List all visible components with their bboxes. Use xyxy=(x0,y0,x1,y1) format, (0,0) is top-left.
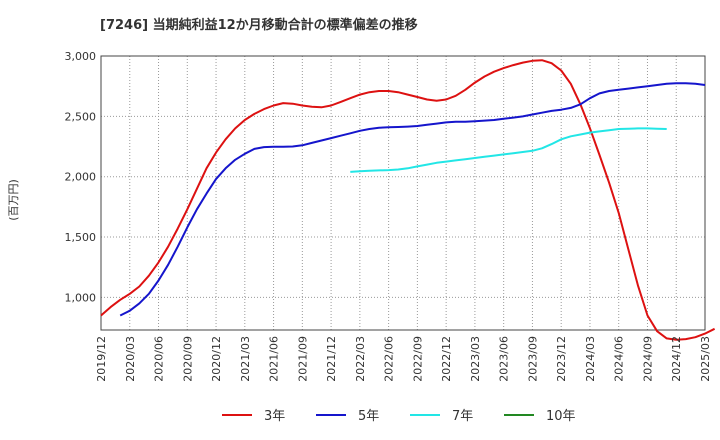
x-tick-label: 2023/09 xyxy=(526,336,539,382)
x-tick-label: 2021/12 xyxy=(325,336,338,382)
series xyxy=(100,59,716,341)
x-tick-label: 2020/12 xyxy=(210,336,223,382)
x-tick-label: 2022/03 xyxy=(354,336,367,382)
x-tick-label: 2019/12 xyxy=(95,336,108,382)
series-line-2 xyxy=(119,82,706,317)
axes xyxy=(100,55,706,331)
x-tick-label: 2023/03 xyxy=(469,336,482,382)
legend-label: 10年 xyxy=(546,409,576,424)
y-tick-label: 3,000 xyxy=(65,50,97,63)
legend: 3年 5年 7年 10年 xyxy=(222,409,576,424)
y-tick-label: 1,500 xyxy=(65,231,97,244)
legend-label: 3年 xyxy=(264,409,285,424)
x-tick-label: 2022/12 xyxy=(440,336,453,382)
y-tick-label: 2,500 xyxy=(65,110,97,123)
x-tick-label: 2023/12 xyxy=(555,336,568,382)
y-tick-label: 2,000 xyxy=(65,171,97,184)
tick-labels: 2019/12 2020/03 2020/06 2020/09 2020/12 2021/… xyxy=(65,50,713,382)
x-tick-label: 2022/09 xyxy=(411,336,424,382)
x-tick-label: 2024/06 xyxy=(613,336,626,382)
legend-label: 7年 xyxy=(452,409,473,424)
x-tick-label: 2021/06 xyxy=(268,336,281,382)
x-tick-label: 2025/03 xyxy=(699,336,712,382)
x-tick-label: 2021/03 xyxy=(239,336,252,382)
chart-title: [7246] 当期純利益12か月移動合計の標準偏差の推移 xyxy=(100,17,418,33)
plot-frame xyxy=(100,55,706,331)
x-tick-label: 2024/03 xyxy=(584,336,597,382)
x-tick-label: 2024/09 xyxy=(641,336,654,382)
legend-label: 5年 xyxy=(358,409,379,424)
series-line-1 xyxy=(100,59,716,341)
plot-area xyxy=(101,56,705,330)
x-tick-label: 2022/06 xyxy=(383,336,396,382)
series-line-3 xyxy=(350,127,667,173)
y-axis-label: (百万円) xyxy=(7,179,20,221)
grid xyxy=(100,55,706,330)
x-tick-label: 2023/06 xyxy=(498,336,511,382)
x-tick-label: 2020/03 xyxy=(124,336,137,382)
x-tick-label: 2020/06 xyxy=(153,336,166,382)
x-tick-label: 2021/09 xyxy=(296,336,309,382)
x-tick-label: 2020/09 xyxy=(181,336,194,382)
y-tick-label: 1,000 xyxy=(65,291,97,304)
x-tick-label: 2024/12 xyxy=(670,336,683,382)
